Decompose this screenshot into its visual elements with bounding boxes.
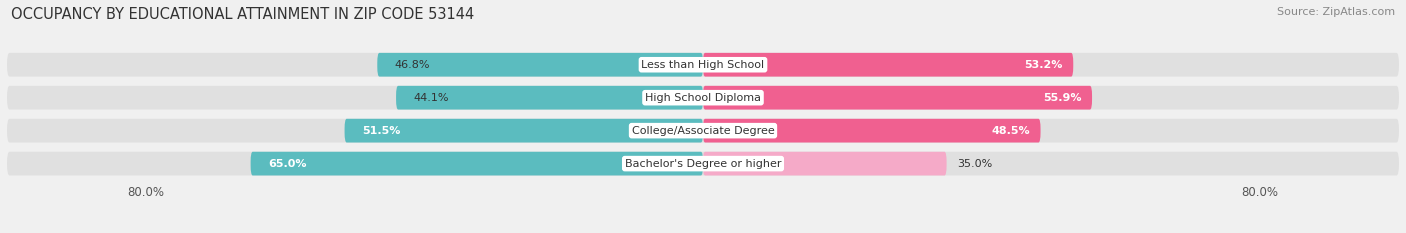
FancyBboxPatch shape xyxy=(344,119,703,143)
FancyBboxPatch shape xyxy=(396,86,703,110)
Text: 65.0%: 65.0% xyxy=(269,159,307,169)
FancyBboxPatch shape xyxy=(7,152,1399,175)
Text: Source: ZipAtlas.com: Source: ZipAtlas.com xyxy=(1277,7,1395,17)
Text: 46.8%: 46.8% xyxy=(395,60,430,70)
FancyBboxPatch shape xyxy=(7,86,1399,110)
Text: 35.0%: 35.0% xyxy=(957,159,993,169)
Text: 53.2%: 53.2% xyxy=(1025,60,1063,70)
FancyBboxPatch shape xyxy=(377,53,703,77)
FancyBboxPatch shape xyxy=(703,119,1040,143)
FancyBboxPatch shape xyxy=(7,53,1399,77)
Text: OCCUPANCY BY EDUCATIONAL ATTAINMENT IN ZIP CODE 53144: OCCUPANCY BY EDUCATIONAL ATTAINMENT IN Z… xyxy=(11,7,474,22)
Text: 51.5%: 51.5% xyxy=(361,126,401,136)
FancyBboxPatch shape xyxy=(7,119,1399,143)
Text: 55.9%: 55.9% xyxy=(1043,93,1081,103)
Text: College/Associate Degree: College/Associate Degree xyxy=(631,126,775,136)
Text: Bachelor's Degree or higher: Bachelor's Degree or higher xyxy=(624,159,782,169)
FancyBboxPatch shape xyxy=(703,86,1092,110)
FancyBboxPatch shape xyxy=(703,152,946,175)
Text: 48.5%: 48.5% xyxy=(991,126,1031,136)
Text: Less than High School: Less than High School xyxy=(641,60,765,70)
FancyBboxPatch shape xyxy=(703,53,1073,77)
FancyBboxPatch shape xyxy=(250,152,703,175)
Text: 44.1%: 44.1% xyxy=(413,93,449,103)
Text: High School Diploma: High School Diploma xyxy=(645,93,761,103)
